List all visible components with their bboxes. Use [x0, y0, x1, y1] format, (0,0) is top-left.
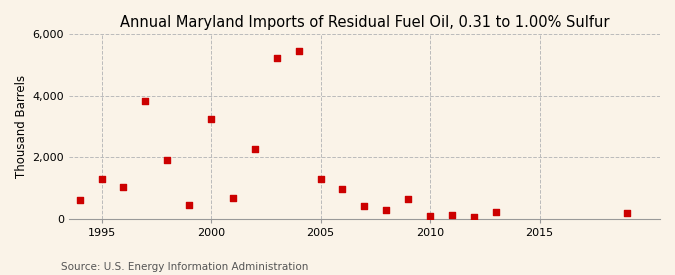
Point: [490, 210, 501, 215]
Point: [271, 56, 282, 60]
Point: [96, 177, 107, 181]
Point: [468, 215, 479, 219]
Point: [227, 196, 238, 200]
Point: [140, 99, 151, 103]
Point: [184, 203, 194, 207]
Text: Source: U.S. Energy Information Administration: Source: U.S. Energy Information Administ…: [61, 262, 308, 272]
Point: [74, 198, 85, 202]
Point: [447, 213, 458, 217]
Point: [337, 187, 348, 192]
Point: [622, 211, 632, 215]
Point: [359, 204, 370, 208]
Point: [315, 177, 326, 182]
Point: [381, 208, 392, 212]
Title: Annual Maryland Imports of Residual Fuel Oil, 0.31 to 1.00% Sulfur: Annual Maryland Imports of Residual Fuel…: [119, 15, 609, 30]
Y-axis label: Thousand Barrels: Thousand Barrels: [15, 75, 28, 178]
Point: [293, 49, 304, 53]
Point: [162, 158, 173, 162]
Point: [206, 117, 217, 122]
Point: [118, 185, 129, 189]
Point: [425, 213, 435, 218]
Point: [250, 147, 261, 151]
Point: [403, 197, 414, 201]
